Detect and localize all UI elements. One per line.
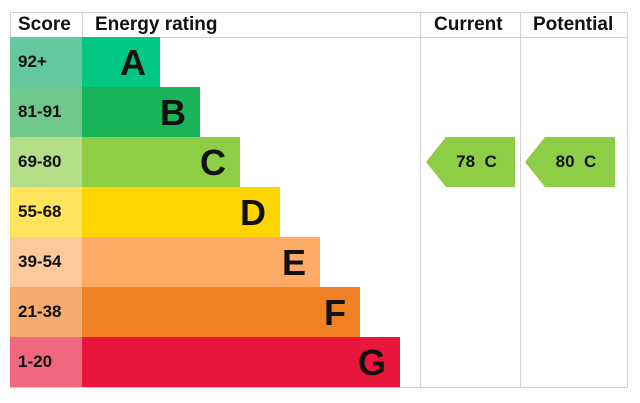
score-range-e: 39-54 [10,237,82,287]
rating-bar-g: G [82,337,400,387]
rating-bar-a: A [82,37,160,87]
rating-letter: D [240,192,266,233]
rating-bar-e: E [82,237,320,287]
current-rating-label: 78 C [456,152,497,171]
grid-right [627,12,628,388]
score-range-c: 69-80 [10,137,82,187]
rating-letter: F [324,292,346,333]
score-range-g: 1-20 [10,337,82,387]
header-score: Score [18,14,71,35]
potential-rating-arrow: 80 C [525,137,615,187]
score-range-a: 92+ [10,37,82,87]
rating-bar-d: D [82,187,280,237]
header-potential: Potential [533,14,614,35]
rating-letter: A [120,42,146,83]
score-range-b: 81-91 [10,87,82,137]
grid-potential-divider [520,12,521,388]
grid-header-bottom [10,37,628,38]
score-range-f: 21-38 [10,287,82,337]
grid-score-divider [82,12,83,37]
header-energy-rating: Energy rating [95,14,218,35]
rating-bar-b: B [82,87,200,137]
rating-letter: C [200,142,226,183]
grid-top [10,12,628,13]
rating-bar-c: C [82,137,240,187]
rating-bar-f: F [82,287,360,337]
header-current: Current [434,14,503,35]
rating-letter: G [357,342,386,383]
rating-letter: E [281,242,306,283]
grid-current-divider [420,12,421,388]
grid-bottom [10,387,628,388]
potential-rating-label: 80 C [555,152,597,171]
rating-letter: B [160,92,186,133]
score-range-d: 55-68 [10,187,82,237]
current-rating-arrow: 78 C [426,137,515,187]
